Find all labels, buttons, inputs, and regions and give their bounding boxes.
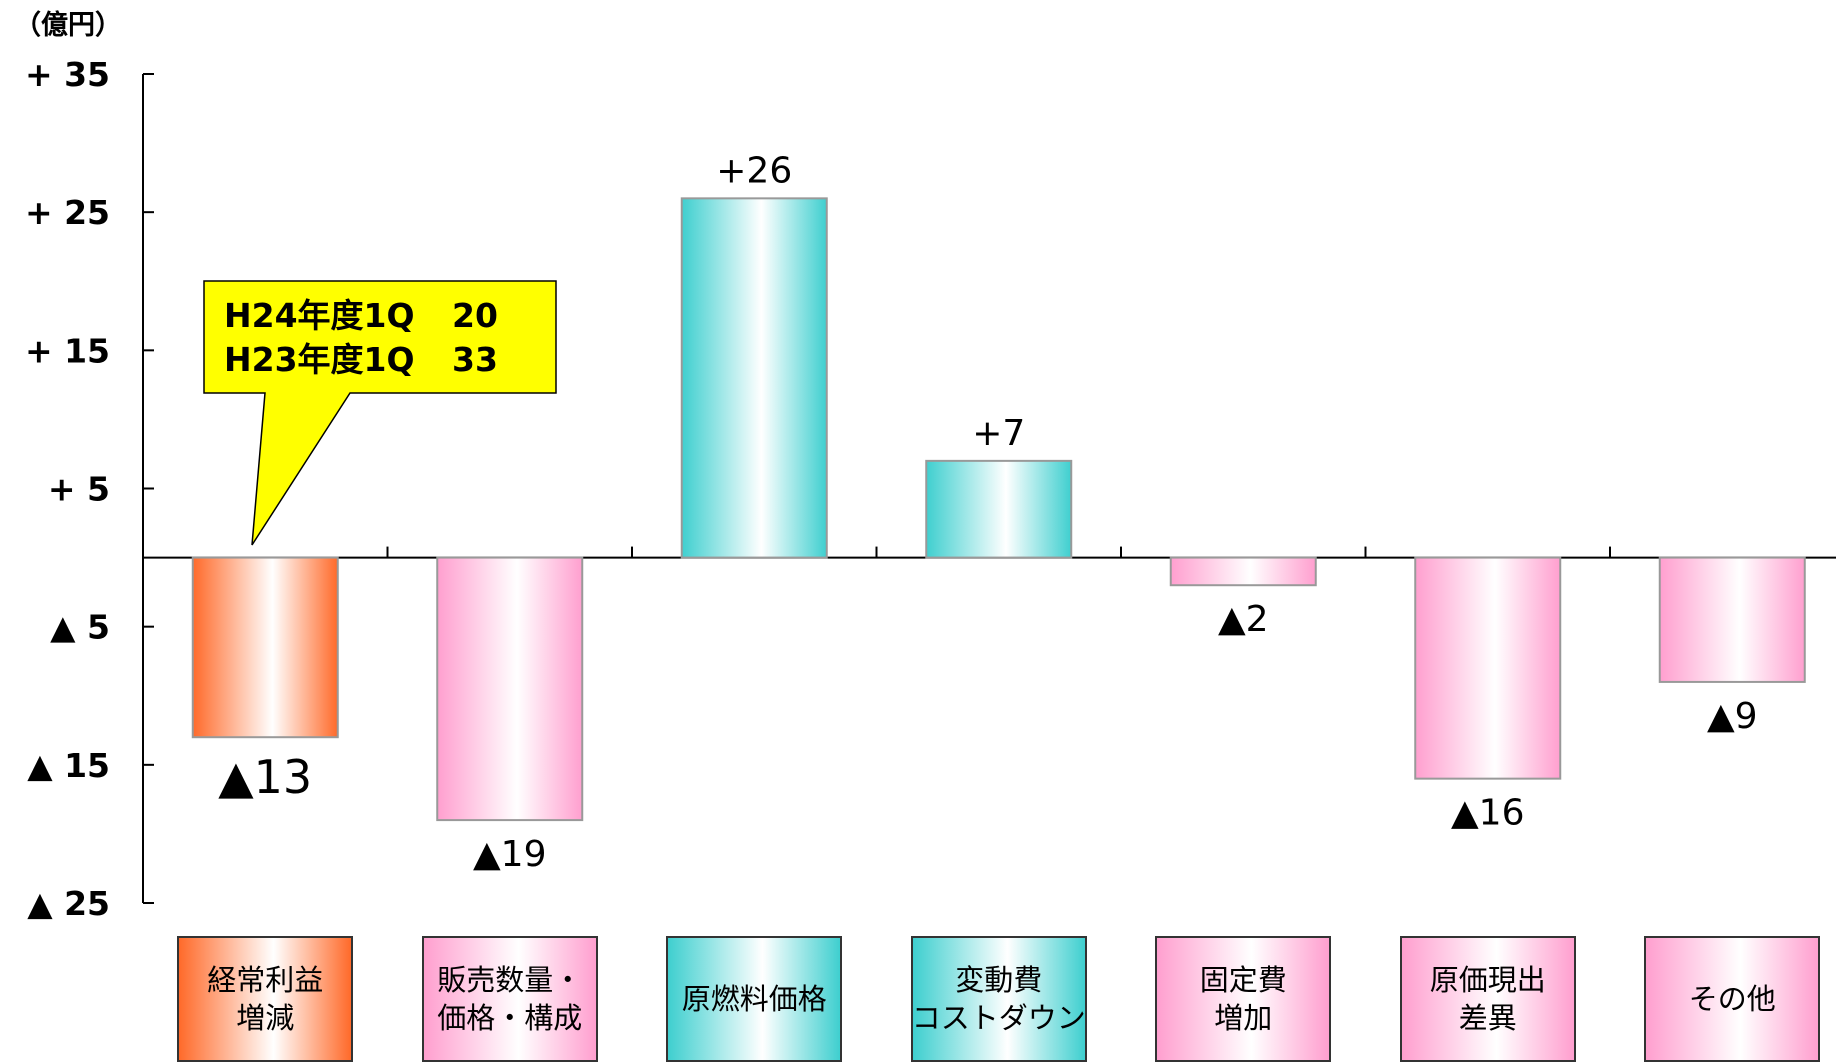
category-label-box: 原燃料価格 [666,936,843,1062]
category-label: 変動費 [955,963,1043,997]
callout-value: 20 [452,296,498,335]
category-label-box: 販売数量・価格・構成 [421,936,598,1062]
category-label: 原価現出 [1429,963,1546,997]
category-label-box: その他 [1644,936,1821,1062]
data-label: +7 [972,413,1025,454]
category-label: 原燃料価格 [681,982,827,1016]
bar [191,556,339,739]
category-label: 差異 [1458,1001,1517,1035]
data-label: ▲2 [1218,599,1269,640]
bar [1169,556,1317,587]
y-tick-label: + 35 [25,55,110,94]
category-label: 固定費 [1199,963,1287,997]
y-tick-label: ▲ 5 [50,608,110,647]
category-label: 増加 [1214,1001,1273,1035]
unit-label: （億円） [14,10,122,41]
category-label: 増減 [236,1001,295,1035]
category-label: 販売数量・ [437,963,583,997]
data-label: ▲13 [218,750,312,804]
callout-label: H23年度1Q [224,340,415,379]
y-tick-label: + 5 [48,470,110,509]
y-tick-label: + 25 [25,193,110,232]
y-tick-label: + 15 [25,331,110,370]
category-label-box: 変動費 コストダウン [910,936,1087,1062]
label-layer: ▲13 ▲19 +26 +7 ▲2 ▲16 ▲9 [218,150,1757,875]
bar [1414,556,1562,780]
data-label: ▲19 [473,834,547,875]
y-tick-label: ▲ 25 [27,884,110,923]
category-label: 経常利益 [207,963,324,997]
category-label-box: 経常利益 増減 [177,936,354,1062]
category-label: その他 [1688,982,1776,1016]
bar [680,197,828,559]
bar [925,459,1073,559]
data-label: ▲16 [1451,793,1525,834]
category-label-box: 原価現出 差異 [1399,936,1576,1062]
callout-value: 33 [452,340,498,379]
category-label: 価格・構成 [437,1001,583,1035]
data-label: +26 [716,150,792,191]
callout-label: H24年度1Q [224,296,415,335]
data-label: ▲9 [1707,696,1758,737]
bar [436,556,584,822]
category-label: コストダウン [911,1001,1086,1035]
y-tick-label: ▲ 15 [27,746,110,785]
callout: H24年度1Q 20 H23年度1Q 33 [203,280,557,546]
category-label-box: 固定費 増加 [1155,936,1332,1062]
bar [1658,556,1806,683]
callout-bubble [203,280,557,546]
bar-layer [191,197,1806,822]
